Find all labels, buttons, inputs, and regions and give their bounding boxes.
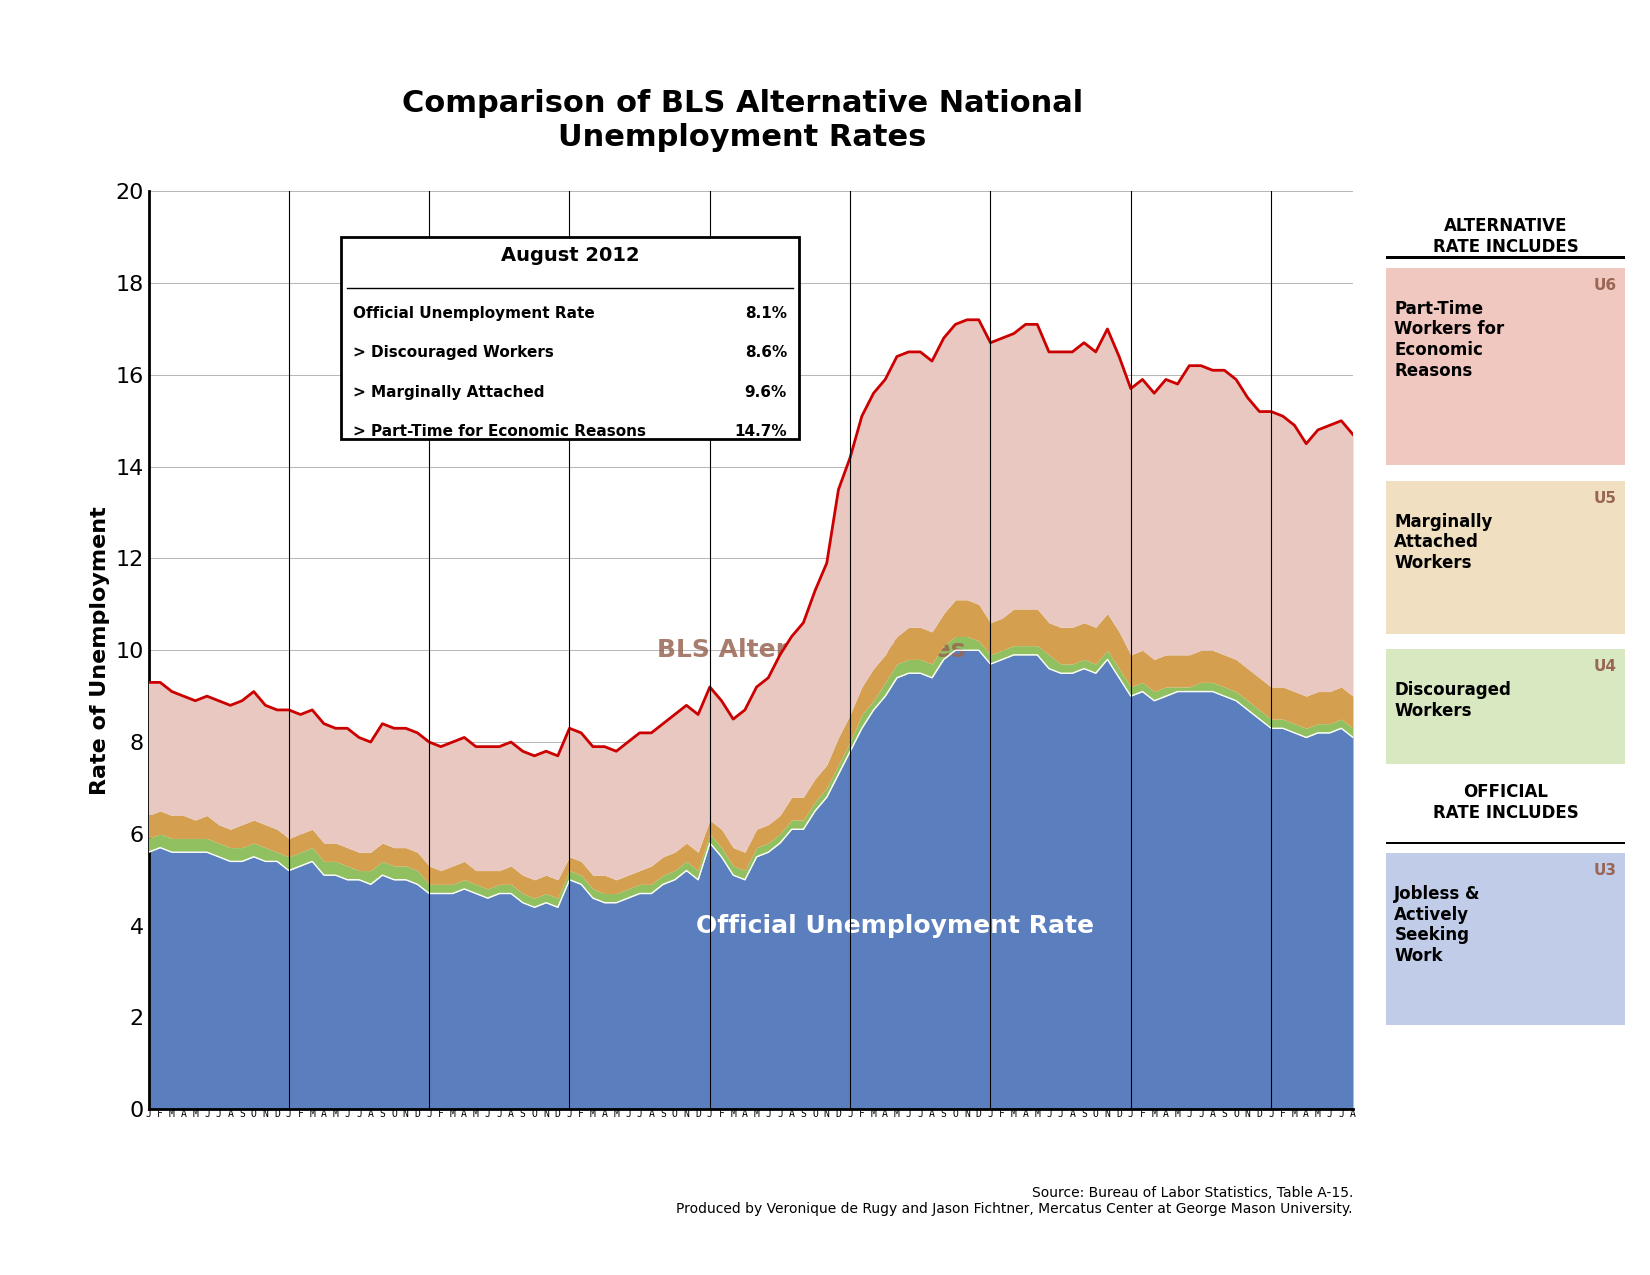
Text: Comparison of BLS Alternative National
Unemployment Rates: Comparison of BLS Alternative National U… <box>403 89 1082 152</box>
Text: U5: U5 <box>1594 491 1617 506</box>
Text: 8.1%: 8.1% <box>744 306 787 321</box>
Text: 9.6%: 9.6% <box>744 385 787 400</box>
Text: Jobless &
Actively
Seeking
Work: Jobless & Actively Seeking Work <box>1394 885 1480 965</box>
Text: U3: U3 <box>1594 863 1617 878</box>
Text: Discouraged
Workers: Discouraged Workers <box>1394 681 1511 719</box>
Y-axis label: Rate of Unemployment: Rate of Unemployment <box>89 506 109 794</box>
Text: Official Unemployment Rate: Official Unemployment Rate <box>696 914 1094 937</box>
Text: August 2012: August 2012 <box>500 246 640 265</box>
Text: U6: U6 <box>1594 278 1617 293</box>
Text: > Marginally Attached: > Marginally Attached <box>353 385 544 400</box>
Text: OFFICIAL
RATE INCLUDES: OFFICIAL RATE INCLUDES <box>1432 783 1579 821</box>
Text: Source: Bureau of Labor Statistics, Table A-15.
Produced by Veronique de Rugy an: Source: Bureau of Labor Statistics, Tabl… <box>676 1186 1353 1216</box>
Text: ALTERNATIVE
RATE INCLUDES: ALTERNATIVE RATE INCLUDES <box>1432 217 1579 255</box>
FancyBboxPatch shape <box>342 237 799 439</box>
Text: Marginally
Attached
Workers: Marginally Attached Workers <box>1394 513 1493 572</box>
Text: 14.7%: 14.7% <box>734 425 787 440</box>
Text: > Discouraged Workers: > Discouraged Workers <box>353 346 554 361</box>
Text: Part-Time
Workers for
Economic
Reasons: Part-Time Workers for Economic Reasons <box>1394 300 1505 380</box>
Text: BLS Alternative Rates: BLS Alternative Rates <box>657 639 965 662</box>
Text: > Part-Time for Economic Reasons: > Part-Time for Economic Reasons <box>353 425 647 440</box>
Text: Official Unemployment Rate: Official Unemployment Rate <box>353 306 596 321</box>
Text: U4: U4 <box>1594 659 1617 674</box>
Text: 8.6%: 8.6% <box>744 346 787 361</box>
